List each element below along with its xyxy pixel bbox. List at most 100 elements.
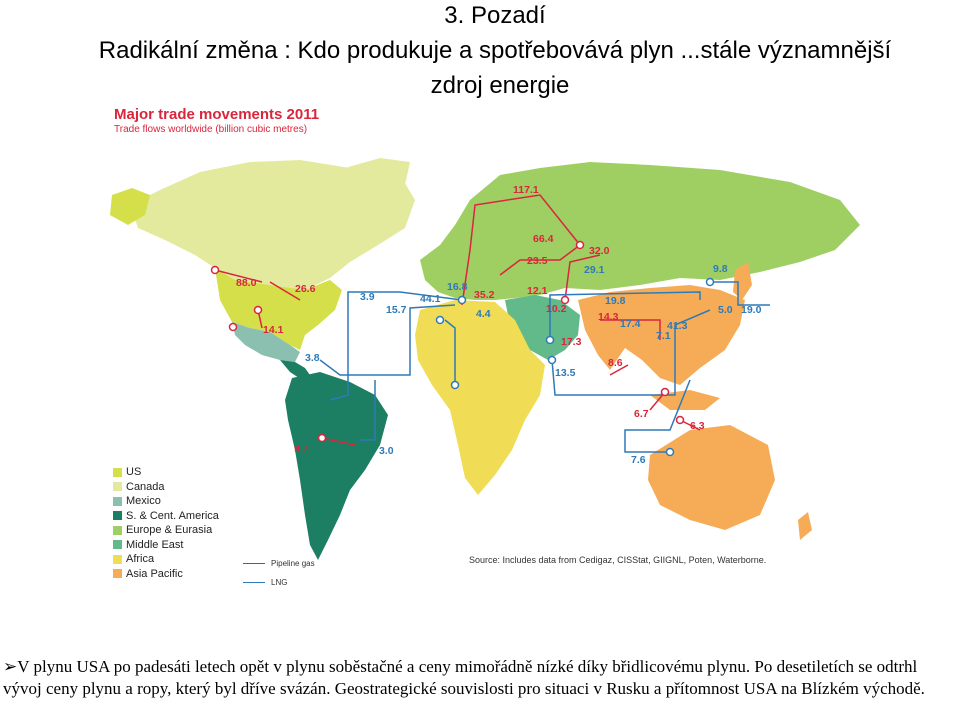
legend-pipeline-gas: Pipeline gas	[243, 554, 315, 573]
flow-middle-east-lng	[549, 291, 701, 340]
legend-swatch	[113, 511, 122, 521]
flow-south-america-pipeline	[321, 437, 356, 446]
flow-label: 19.0	[741, 304, 762, 316]
flow-label: 88.0	[236, 277, 257, 289]
map-title: Major trade movements 2011	[114, 106, 320, 123]
flow-russia-east-pipeline	[499, 244, 581, 276]
flow-canada-us-pipeline	[214, 269, 263, 283]
origin-marker	[675, 415, 685, 425]
legend-swatch	[113, 482, 122, 492]
slide-title-line-2: Radikální změna : Kdo produkuje a spotře…	[98, 37, 892, 64]
legend-label: Asia Pacific	[126, 567, 183, 580]
flow-europe-lng	[319, 304, 456, 376]
legend-swatch	[113, 496, 122, 506]
slide-title-line-3: zdroj energie	[430, 72, 570, 99]
flow-value-labels: 117.1 88.0 26.6 14.1 3.8 3.9 15.7 44.1 1…	[236, 184, 762, 466]
flow-russia-europe-pipeline	[461, 194, 581, 306]
flow-label: 16.8	[447, 281, 468, 293]
flow-label: 14.3	[598, 311, 619, 323]
flow-label: 6.7	[634, 408, 649, 420]
origin-marker	[575, 240, 585, 250]
region-europe-eurasia	[420, 162, 860, 300]
region-new-zealand	[798, 512, 812, 540]
flow-label: 44.1	[420, 293, 441, 305]
flow-se-asia-pipeline	[609, 364, 629, 376]
legend-swatch	[113, 569, 122, 579]
origin-marker	[253, 305, 263, 315]
flow-label: 17.4	[620, 318, 641, 330]
region-mexico	[232, 322, 300, 362]
flow-label: 32.0	[589, 245, 610, 257]
legend-label: S. & Cent. America	[126, 509, 219, 522]
legend-lng: LNG	[243, 573, 315, 592]
body-paragraph: V plynu USA po padesáti letech opět v pl…	[3, 657, 925, 698]
region-legend: US Canada Mexico S. & Cent. America Euro…	[113, 465, 219, 581]
flow-label: 26.6	[295, 283, 316, 295]
flow-label: 15.7	[386, 304, 407, 316]
map-regions	[110, 158, 860, 560]
flow-label: 8.6	[608, 357, 623, 369]
region-central-america	[280, 360, 312, 380]
origin-marker	[705, 277, 715, 287]
origin-marker	[665, 447, 675, 457]
flow-us-canada-pipeline	[269, 281, 301, 301]
flow-label: 5.0	[718, 304, 733, 316]
legend-item-us: US	[113, 465, 219, 480]
flow-type-legend: Pipeline gas LNG	[243, 554, 315, 592]
origin-marker	[457, 295, 467, 305]
region-greenland	[345, 158, 410, 200]
flow-label: 23.5	[527, 255, 548, 267]
pipeline-label: Pipeline gas	[271, 559, 315, 568]
legend-label: Europe & Eurasia	[126, 524, 213, 537]
flow-label: 3.0	[379, 445, 394, 457]
legend-item-middle-east: Middle East	[113, 538, 219, 553]
origin-marker	[545, 335, 555, 345]
flow-australia-lng	[624, 379, 691, 453]
flow-label: 6.3	[690, 420, 705, 432]
legend-item-mexico: Mexico	[113, 494, 219, 509]
legend-swatch	[113, 540, 122, 550]
origin-marker	[317, 433, 327, 443]
flow-label: 7.6	[631, 454, 646, 466]
region-south-america	[285, 372, 388, 560]
origin-marker	[228, 322, 238, 332]
flow-label: 9.7	[294, 443, 309, 455]
legend-label: Middle East	[126, 538, 184, 551]
legend-item-europe-eurasia: Europe & Eurasia	[113, 523, 219, 538]
map-source-note: Source: Includes data from Cedigaz, CISS…	[469, 555, 767, 565]
legend-item-south-central-america: S. & Cent. America	[113, 509, 219, 524]
region-asia-pacific	[578, 285, 745, 385]
flow-label: 4.4	[476, 308, 491, 320]
flow-africa-lng	[444, 319, 456, 385]
origin-marker	[450, 380, 460, 390]
flow-label: 9.8	[713, 263, 728, 275]
legend-item-canada: Canada	[113, 480, 219, 495]
legend-item-asia-pacific: Asia Pacific	[113, 567, 219, 582]
flow-label: 41.3	[667, 320, 688, 332]
flow-label: 19.8	[605, 295, 626, 307]
region-alaska	[110, 188, 150, 225]
flow-label: 10.2	[546, 303, 567, 315]
legend-label: Mexico	[126, 495, 161, 508]
flow-label: 14.1	[263, 324, 284, 336]
origin-marker	[660, 387, 670, 397]
flow-label: 117.1	[513, 184, 539, 196]
origin-marker	[560, 295, 570, 305]
lng-label: LNG	[271, 578, 288, 587]
map-subtitle: Trade flows worldwide (billion cubic met…	[114, 124, 308, 135]
flow-label: 12.1	[527, 285, 548, 297]
flow-origin-markers	[210, 240, 715, 457]
flow-japan-lng	[710, 281, 770, 306]
legend-item-africa: Africa	[113, 552, 219, 567]
origin-marker	[547, 355, 557, 365]
region-africa	[415, 300, 545, 495]
flow-label: 35.2	[474, 289, 495, 301]
region-canada	[130, 160, 415, 290]
flow-south-america-lng	[360, 380, 376, 441]
origin-marker	[210, 265, 220, 275]
pipeline-line-sample	[243, 563, 265, 564]
legend-label: Canada	[126, 480, 165, 493]
legend-swatch	[113, 467, 122, 477]
flow-label: 3.9	[360, 291, 375, 303]
flow-atlantic-lng	[329, 291, 463, 401]
